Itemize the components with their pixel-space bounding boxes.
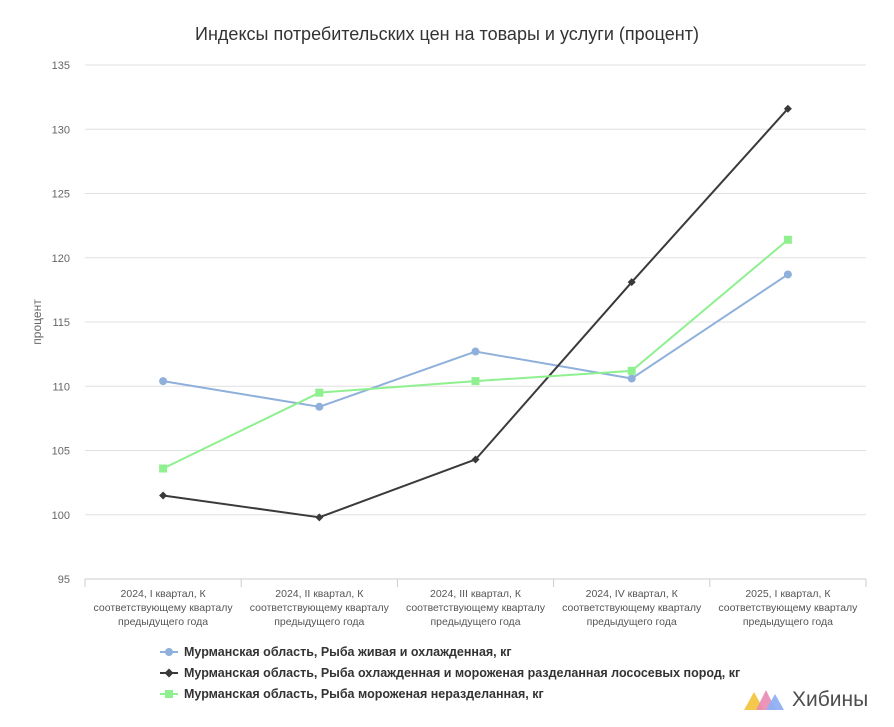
legend-item-fish-live-chilled[interactable]: Мурманская область, Рыба живая и охлажде… xyxy=(160,641,740,662)
data-point[interactable] xyxy=(315,402,324,411)
series-2 xyxy=(159,104,792,522)
legend-marker-square-icon xyxy=(160,689,178,698)
y-tick-label: 125 xyxy=(52,189,70,201)
data-point[interactable] xyxy=(471,377,480,386)
y-tick-label: 100 xyxy=(52,510,70,522)
legend-marker-circle-icon xyxy=(160,647,178,656)
y-tick-label: 95 xyxy=(58,574,70,586)
data-point[interactable] xyxy=(627,278,636,287)
chart-title: Индексы потребительских цен на товары и … xyxy=(195,24,699,44)
y-tick-label: 115 xyxy=(52,317,70,329)
legend-marker-diamond-icon xyxy=(160,668,178,677)
y-tick-label: 105 xyxy=(52,446,70,458)
y-tick-label: 110 xyxy=(52,381,70,393)
line-chart: 95 100 105 110 115 120 125 130 135 процент 2024,… xyxy=(30,60,867,628)
series-lines xyxy=(159,104,792,522)
legend-item-fish-salmon[interactable]: Мурманская область, Рыба охлажденная и м… xyxy=(160,662,740,683)
mountains-logo-icon xyxy=(744,690,784,710)
data-point[interactable] xyxy=(783,235,792,244)
data-point[interactable] xyxy=(159,377,168,386)
legend-item-fish-frozen[interactable]: Мурманская область, Рыба мороженая нераз… xyxy=(160,683,740,704)
data-point[interactable] xyxy=(783,104,792,113)
data-point[interactable] xyxy=(627,366,636,375)
data-point[interactable] xyxy=(471,347,480,356)
legend-label: Мурманская область, Рыба мороженая нераз… xyxy=(184,686,544,701)
data-point[interactable] xyxy=(159,491,168,500)
series-line xyxy=(162,273,789,408)
logo-text: Хибины xyxy=(792,688,869,711)
y-tick-label: 120 xyxy=(52,253,70,265)
y-axis-ticks: 95 100 105 110 115 120 125 130 135 xyxy=(52,60,70,586)
data-point[interactable] xyxy=(159,464,168,473)
brand-logo: Хибины xyxy=(744,688,868,712)
grid-lines xyxy=(85,64,866,516)
y-tick-label: 135 xyxy=(52,60,70,72)
data-point[interactable] xyxy=(471,455,480,464)
legend-label: Мурманская область, Рыба охлажденная и м… xyxy=(184,665,741,680)
data-point[interactable] xyxy=(627,374,636,383)
data-point[interactable] xyxy=(315,513,324,522)
legend-label: Мурманская область, Рыба живая и охлажде… xyxy=(184,644,512,659)
series-3 xyxy=(159,235,792,473)
y-tick-label: 130 xyxy=(52,124,70,136)
y-axis-label: процент xyxy=(30,299,44,345)
data-point[interactable] xyxy=(783,270,792,279)
series-1 xyxy=(159,270,792,411)
data-point[interactable] xyxy=(315,388,324,397)
legend: Мурманская область, Рыба живая и охлажде… xyxy=(160,641,740,704)
